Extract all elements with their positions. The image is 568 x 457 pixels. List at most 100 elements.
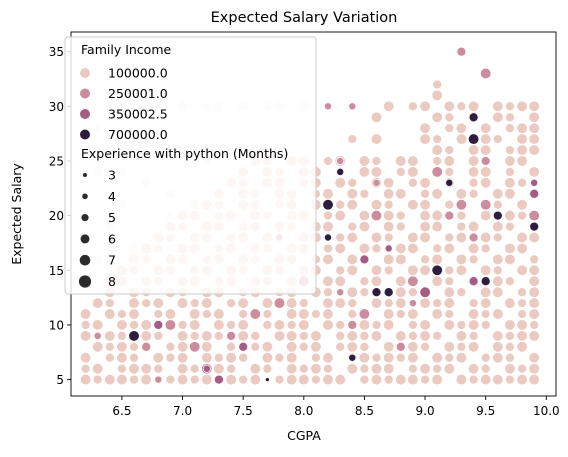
data-point — [359, 188, 370, 199]
data-point — [370, 133, 383, 145]
data-point — [261, 352, 274, 364]
data-point — [104, 341, 115, 352]
data-point — [383, 363, 395, 375]
data-point — [529, 221, 540, 232]
data-point — [456, 341, 467, 352]
data-point — [443, 297, 455, 309]
data-point — [504, 177, 516, 189]
data-point — [407, 264, 419, 276]
data-point — [335, 232, 346, 243]
data-point — [480, 144, 492, 156]
data-point — [407, 199, 419, 211]
data-point — [528, 297, 540, 309]
data-point — [322, 275, 334, 287]
data-point — [492, 330, 504, 342]
x-tick-label: 9.5 — [476, 404, 495, 418]
data-point — [250, 341, 261, 352]
x-tick-label: 10.0 — [533, 404, 560, 418]
data-point — [359, 363, 370, 374]
data-point — [455, 133, 468, 145]
data-point — [528, 363, 540, 375]
data-point — [164, 308, 177, 320]
data-point — [407, 242, 419, 255]
data-point — [176, 363, 189, 375]
data-point — [165, 374, 176, 385]
data-point — [177, 320, 188, 330]
data-point — [92, 374, 103, 385]
y-axis: 5 10 15 20 25 30 35 — [49, 45, 71, 387]
data-point — [189, 363, 200, 374]
legend-size-swatch — [80, 234, 90, 244]
data-point — [225, 352, 237, 364]
legend: Family Income 100000.0 250001.0 350002.5 70… — [64, 36, 317, 295]
data-point — [323, 243, 333, 254]
data-point — [505, 374, 515, 385]
data-point — [516, 155, 528, 167]
data-point — [370, 166, 383, 178]
data-point — [395, 352, 406, 363]
data-point — [201, 330, 213, 342]
data-point — [262, 363, 273, 374]
data-point — [432, 331, 443, 341]
data-point — [79, 373, 92, 386]
data-point — [359, 254, 370, 265]
data-point — [324, 102, 332, 111]
data-point — [371, 320, 382, 330]
data-point — [384, 244, 393, 253]
data-point — [468, 298, 479, 308]
data-point — [298, 308, 310, 320]
data-point — [516, 199, 528, 211]
data-point — [359, 287, 370, 298]
data-point — [395, 341, 406, 352]
data-point — [492, 352, 504, 364]
data-point — [419, 100, 431, 112]
data-point — [348, 102, 357, 111]
data-point — [116, 373, 128, 386]
data-point — [492, 134, 503, 144]
data-point — [505, 167, 515, 177]
data-point — [528, 133, 540, 145]
data-point — [432, 134, 443, 144]
data-point — [467, 133, 480, 145]
data-point — [202, 364, 211, 373]
data-point — [201, 352, 213, 364]
x-tick-label: 6.5 — [112, 404, 131, 418]
legend-size-label: 6 — [108, 231, 116, 246]
data-point — [165, 352, 176, 363]
data-point — [358, 166, 371, 178]
legend-hue-items: 100000.0 250001.0 350002.5 700000.0 — [80, 66, 168, 142]
data-point — [492, 111, 504, 123]
legend-hue-swatch — [80, 129, 90, 140]
data-point — [359, 276, 370, 287]
data-point — [456, 287, 467, 298]
data-point — [322, 220, 334, 233]
data-point — [516, 144, 528, 156]
data-point — [104, 330, 116, 342]
data-point — [480, 363, 491, 374]
x-axis: 6.5 7.0 7.5 8.0 8.5 9.0 9.5 10.0 — [112, 396, 560, 418]
data-point — [395, 297, 407, 309]
data-point — [516, 373, 528, 386]
data-point — [444, 232, 455, 243]
data-point — [335, 341, 346, 352]
data-point — [201, 309, 212, 319]
data-point — [189, 319, 201, 331]
data-point — [346, 363, 358, 375]
data-point — [516, 319, 528, 331]
x-tick-label: 8.5 — [355, 404, 374, 418]
y-tick-label: 20 — [49, 209, 64, 223]
data-point — [358, 155, 371, 167]
data-point — [529, 254, 540, 265]
data-point — [116, 341, 128, 353]
data-point — [444, 276, 455, 287]
data-point — [359, 341, 370, 352]
data-point — [419, 133, 431, 145]
x-tick-label: 7.5 — [234, 404, 253, 418]
legend-hue-title: Family Income — [81, 42, 172, 57]
data-point — [176, 341, 189, 353]
data-point — [504, 363, 516, 375]
data-point — [238, 309, 249, 319]
x-tick-label: 8.0 — [294, 404, 313, 418]
data-point — [370, 111, 383, 123]
data-point — [480, 209, 492, 222]
